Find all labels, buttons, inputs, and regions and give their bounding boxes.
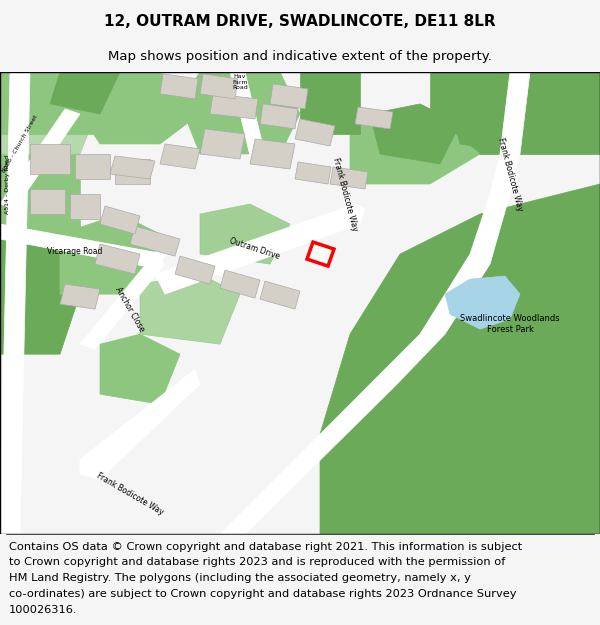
Polygon shape xyxy=(200,72,530,534)
Polygon shape xyxy=(450,94,540,154)
Text: Contains OS data © Crown copyright and database right 2021. This information is : Contains OS data © Crown copyright and d… xyxy=(9,542,522,552)
Polygon shape xyxy=(355,107,393,129)
Polygon shape xyxy=(110,156,155,179)
Polygon shape xyxy=(230,72,265,156)
Polygon shape xyxy=(295,162,331,184)
Polygon shape xyxy=(80,72,170,144)
Polygon shape xyxy=(115,159,150,184)
Text: Outram Drive: Outram Drive xyxy=(229,237,281,261)
Polygon shape xyxy=(0,234,80,354)
Text: Frank Bodicote Way: Frank Bodicote Way xyxy=(496,136,524,212)
Polygon shape xyxy=(0,109,80,209)
Text: co-ordinates) are subject to Crown copyright and database rights 2023 Ordnance S: co-ordinates) are subject to Crown copyr… xyxy=(9,589,517,599)
Polygon shape xyxy=(220,270,260,298)
Polygon shape xyxy=(260,104,298,129)
Polygon shape xyxy=(70,194,100,219)
Polygon shape xyxy=(80,259,165,349)
Text: to Crown copyright and database rights 2023 and is reproduced with the permissio: to Crown copyright and database rights 2… xyxy=(9,558,505,568)
Polygon shape xyxy=(0,154,80,234)
Text: Anchor Close: Anchor Close xyxy=(113,285,146,333)
Text: Frank Bodicote Way: Frank Bodicote Way xyxy=(331,156,359,232)
Polygon shape xyxy=(180,72,300,154)
Polygon shape xyxy=(300,72,360,134)
Polygon shape xyxy=(370,104,460,164)
Polygon shape xyxy=(30,144,70,174)
Polygon shape xyxy=(445,276,520,329)
Polygon shape xyxy=(50,72,120,114)
Text: A514 - Derby Road: A514 - Derby Road xyxy=(5,154,11,214)
Polygon shape xyxy=(30,189,65,214)
Text: 100026316.: 100026316. xyxy=(9,605,77,615)
Polygon shape xyxy=(140,274,240,344)
Polygon shape xyxy=(0,72,100,134)
Polygon shape xyxy=(60,214,160,294)
Text: HM Land Registry. The polygons (including the associated geometry, namely x, y: HM Land Registry. The polygons (includin… xyxy=(9,573,471,583)
Polygon shape xyxy=(0,224,165,269)
Polygon shape xyxy=(270,84,308,109)
Polygon shape xyxy=(307,242,334,266)
Text: 12, OUTRAM DRIVE, SWADLINCOTE, DE11 8LR: 12, OUTRAM DRIVE, SWADLINCOTE, DE11 8LR xyxy=(104,14,496,29)
Polygon shape xyxy=(60,284,100,309)
Polygon shape xyxy=(80,369,200,479)
Text: Frank Bodicote Way: Frank Bodicote Way xyxy=(95,471,165,517)
Polygon shape xyxy=(250,139,295,169)
Polygon shape xyxy=(130,226,180,256)
Polygon shape xyxy=(175,256,215,284)
Text: B586 - Church Street: B586 - Church Street xyxy=(1,114,38,174)
Polygon shape xyxy=(350,114,480,184)
Polygon shape xyxy=(95,244,140,274)
Text: Vicarage Road: Vicarage Road xyxy=(47,247,103,256)
Polygon shape xyxy=(200,129,245,159)
Polygon shape xyxy=(75,154,110,179)
Polygon shape xyxy=(260,281,300,309)
Polygon shape xyxy=(100,334,180,404)
Polygon shape xyxy=(100,206,140,234)
Text: Map shows position and indicative extent of the property.: Map shows position and indicative extent… xyxy=(108,50,492,62)
Polygon shape xyxy=(200,74,238,99)
Polygon shape xyxy=(210,94,258,119)
Polygon shape xyxy=(80,72,200,144)
Polygon shape xyxy=(155,204,365,294)
Polygon shape xyxy=(330,167,368,189)
Text: Hav
Farm
Road: Hav Farm Road xyxy=(232,74,248,91)
Polygon shape xyxy=(160,144,200,169)
Polygon shape xyxy=(295,119,335,146)
Polygon shape xyxy=(0,72,30,534)
Polygon shape xyxy=(430,72,600,154)
Polygon shape xyxy=(200,204,290,264)
Polygon shape xyxy=(320,184,600,534)
Polygon shape xyxy=(0,72,100,154)
Polygon shape xyxy=(160,74,198,99)
Text: Swadlincote Woodlands
Forest Park: Swadlincote Woodlands Forest Park xyxy=(460,314,560,334)
